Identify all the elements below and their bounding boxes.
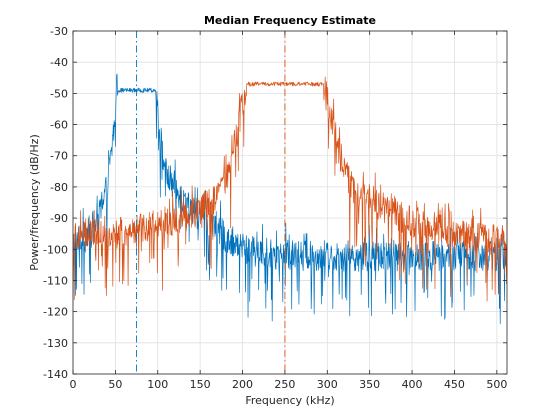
y-tick-label: -140 [43,368,68,381]
y-tick-label: -50 [50,87,68,100]
x-tick-label: 200 [232,378,253,391]
chart-title: Median Frequency Estimate [204,14,376,27]
x-tick-label: 100 [147,378,168,391]
x-tick-label: 300 [317,378,338,391]
y-tick-label: -40 [50,56,68,69]
series-layer [72,73,508,325]
y-tick-label: -120 [43,306,68,319]
x-tick-label: 150 [190,378,211,391]
grid [72,30,507,375]
x-tick-label: 500 [486,378,507,391]
series-line [72,76,508,302]
median-lines [136,31,286,374]
series-line [72,73,508,325]
x-tick-label: 50 [108,378,122,391]
y-tick-label: -110 [43,274,68,287]
y-tick-label: -60 [50,119,68,132]
x-tick-label: 450 [444,378,465,391]
x-axis-title: Frequency (kHz) [245,394,334,407]
y-tick-label: -70 [50,150,68,163]
y-axis-title: Power/frequency (dB/Hz) [28,134,41,271]
y-tick-label: -80 [50,181,68,194]
x-tick-label: 350 [359,378,380,391]
x-tick-label: 0 [70,378,77,391]
axes-box [72,30,508,375]
y-tick-label: -100 [43,243,68,256]
x-tick-label: 400 [402,378,423,391]
y-tick-label: -90 [50,212,68,225]
ticks: 0 50 100 150 200 250 300 350 400 450 500 -140 -130 -1… [43,25,507,391]
y-tick-label: -30 [50,25,68,38]
x-tick-label: 250 [274,378,295,391]
y-tick-label: -130 [43,337,68,350]
